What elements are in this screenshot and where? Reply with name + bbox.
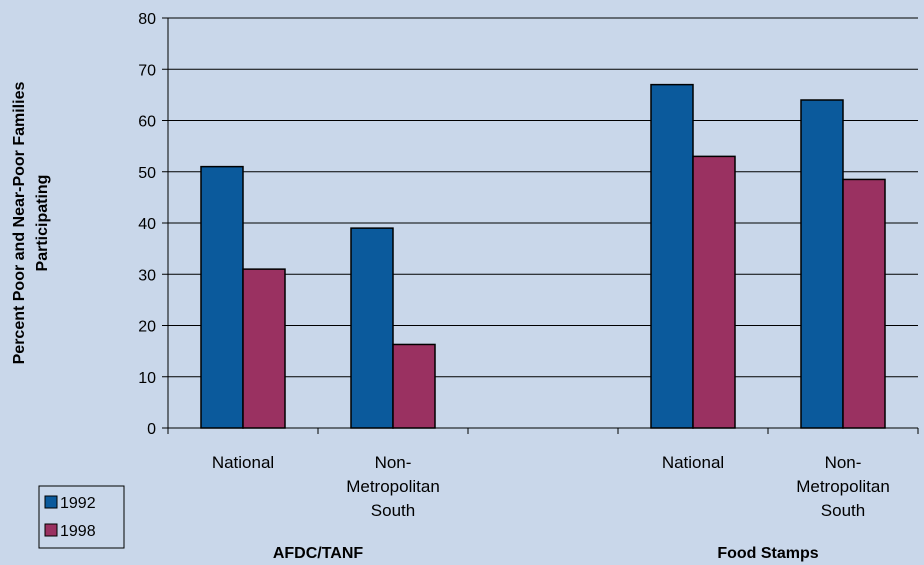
gridlines bbox=[168, 17, 918, 378]
axes bbox=[162, 17, 919, 434]
group-label: Food Stamps bbox=[717, 545, 818, 562]
y-tick-label: 30 bbox=[138, 267, 156, 284]
x-category-label: Metropolitan bbox=[796, 477, 890, 496]
x-category-labels: National Non- Metropolitan South National Non… bbox=[212, 453, 890, 520]
x-category-label: National bbox=[212, 453, 274, 472]
bar-1998-0 bbox=[242, 268, 286, 429]
x-category-label: Non- bbox=[825, 453, 862, 472]
x-category-label: South bbox=[821, 501, 865, 520]
y-tick-label: 80 bbox=[138, 11, 156, 28]
y-tick-label: 70 bbox=[138, 62, 156, 79]
y-axis-label-line: Percent Poor and Near-Poor Families bbox=[11, 82, 28, 365]
y-axis-label: Percent Poor and Near-Poor Families Parti… bbox=[11, 82, 51, 365]
x-category-label: Metropolitan bbox=[346, 477, 440, 496]
bar-1992-1 bbox=[350, 227, 394, 429]
bar-1992-4 bbox=[800, 99, 844, 429]
bar-1998-4 bbox=[842, 178, 886, 429]
bar-1998-3 bbox=[692, 155, 736, 429]
group-label: AFDC/TANF bbox=[273, 545, 364, 562]
legend: 1992 1998 bbox=[38, 485, 125, 549]
bar-1998-1 bbox=[392, 343, 436, 429]
group-labels: AFDC/TANF Food Stamps bbox=[273, 545, 819, 562]
legend-label-1992: 1992 bbox=[60, 495, 96, 512]
y-tick-label: 20 bbox=[138, 319, 156, 336]
bar-1992-3 bbox=[650, 83, 694, 429]
y-axis-label-line: Participating bbox=[34, 175, 51, 272]
y-tick-label: 60 bbox=[138, 114, 156, 131]
y-tick-label: 40 bbox=[138, 216, 156, 233]
x-category-label: South bbox=[371, 501, 415, 520]
y-tick-label: 10 bbox=[138, 370, 156, 387]
legend-label-1998: 1998 bbox=[60, 523, 96, 540]
y-tick-label: 50 bbox=[138, 165, 156, 182]
y-tick-labels: 0 10 20 30 40 50 60 70 80 bbox=[138, 11, 156, 438]
y-tick-label: 0 bbox=[147, 421, 156, 438]
bar-1992-0 bbox=[200, 165, 244, 429]
legend-swatch-1998 bbox=[44, 523, 58, 537]
x-category-label: Non- bbox=[375, 453, 412, 472]
legend-swatch-1992 bbox=[44, 495, 58, 509]
x-category-label: National bbox=[662, 453, 724, 472]
bars bbox=[200, 83, 886, 429]
